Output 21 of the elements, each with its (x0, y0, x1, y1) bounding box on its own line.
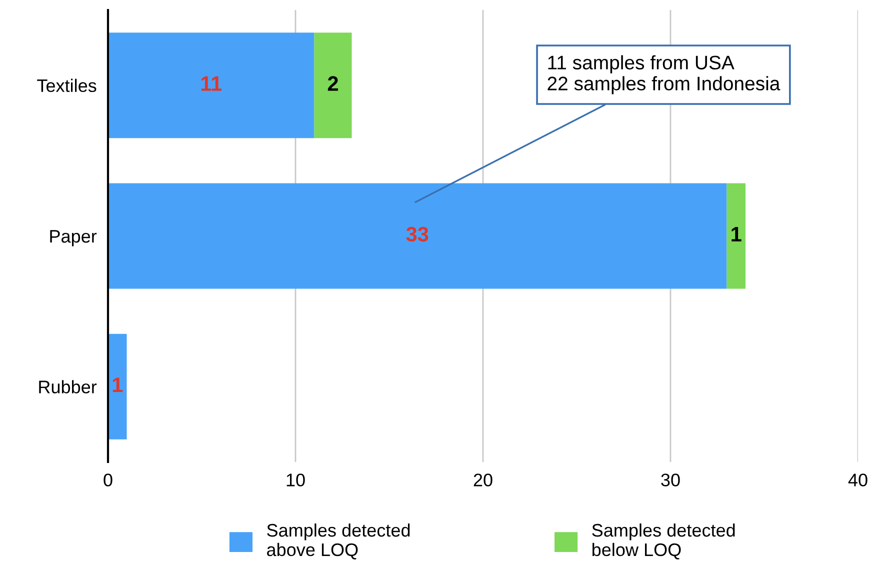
data-label: 1 (112, 378, 123, 392)
data-label: 33 (406, 226, 428, 242)
bar (108, 183, 727, 289)
bar (314, 32, 352, 138)
bar (108, 334, 127, 440)
legend-label: Samples detected above LOQ (267, 523, 410, 560)
x-tick-label: 30 (661, 474, 680, 486)
y-tick-label: Textiles (37, 78, 96, 92)
y-tick-label: Rubber (39, 380, 97, 394)
x-tick-label: 0 (104, 474, 112, 486)
bar (726, 183, 746, 289)
legend-label: Samples detected below LOQ (592, 523, 735, 560)
x-tick-label: 10 (286, 474, 305, 486)
bar (108, 32, 314, 138)
data-label: 2 (328, 76, 338, 91)
data-label: 1 (732, 227, 742, 242)
x-tick-label: 20 (474, 474, 492, 486)
x-tick-label: 40 (848, 474, 868, 486)
data-label: 11 (201, 76, 222, 91)
annotation: 11 samples from USA 22 samples from Indonesia (548, 55, 780, 94)
y-tick-label: Paper (50, 230, 97, 246)
